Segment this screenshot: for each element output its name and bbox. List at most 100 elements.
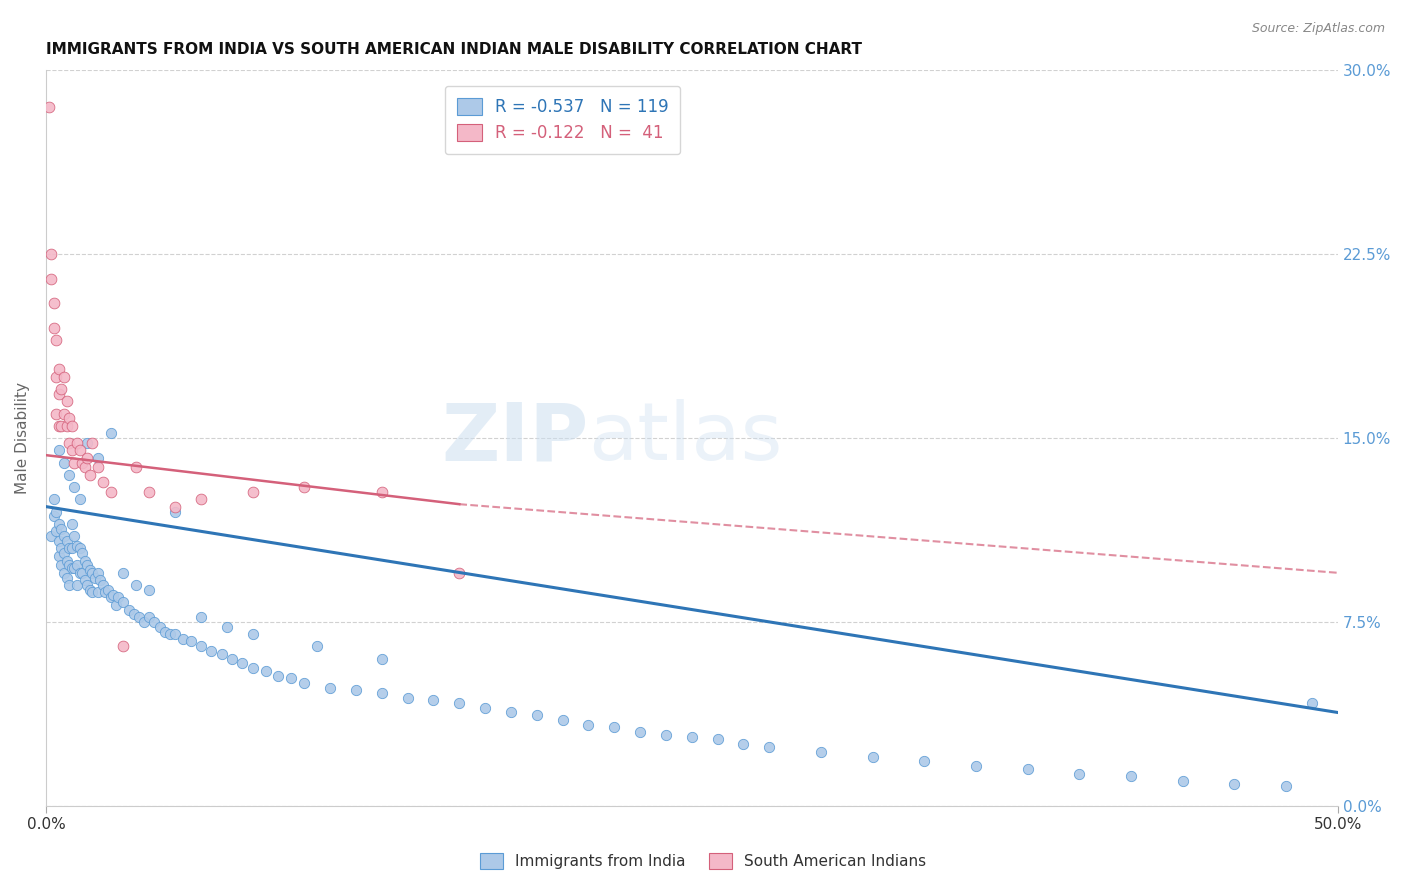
Point <box>499 706 522 720</box>
Point <box>100 591 122 605</box>
Point <box>122 607 145 622</box>
Point <box>89 573 111 587</box>
Point <box>138 610 160 624</box>
Point <box>58 467 80 482</box>
Legend: Immigrants from India, South American Indians: Immigrants from India, South American In… <box>474 847 932 875</box>
Point <box>66 436 89 450</box>
Point <box>396 690 419 705</box>
Point <box>84 571 107 585</box>
Point <box>221 651 243 665</box>
Point <box>628 725 651 739</box>
Point <box>307 640 329 654</box>
Point <box>1275 779 1298 793</box>
Point <box>681 730 703 744</box>
Point <box>292 480 315 494</box>
Point <box>38 100 60 114</box>
Point <box>551 713 574 727</box>
Point <box>100 426 122 441</box>
Point <box>53 546 76 560</box>
Point <box>58 578 80 592</box>
Point <box>53 566 76 580</box>
Point <box>66 578 89 592</box>
Point <box>42 320 65 334</box>
Point <box>242 661 264 675</box>
Point <box>706 732 728 747</box>
Point <box>48 533 70 548</box>
Point <box>149 620 172 634</box>
Point <box>180 634 202 648</box>
Point <box>51 418 73 433</box>
Point <box>48 362 70 376</box>
Point <box>107 591 129 605</box>
Point <box>48 418 70 433</box>
Text: Source: ZipAtlas.com: Source: ZipAtlas.com <box>1251 22 1385 36</box>
Point <box>733 737 755 751</box>
Point <box>449 566 471 580</box>
Point <box>965 759 987 773</box>
Point <box>112 566 135 580</box>
Point <box>70 456 93 470</box>
Point <box>242 627 264 641</box>
Text: atlas: atlas <box>589 399 783 477</box>
Point <box>63 561 86 575</box>
Point <box>60 443 83 458</box>
Point <box>51 558 73 573</box>
Point <box>112 640 135 654</box>
Point <box>66 558 89 573</box>
Point <box>60 418 83 433</box>
Point <box>143 615 166 629</box>
Point <box>69 492 91 507</box>
Point <box>53 369 76 384</box>
Point <box>526 707 548 722</box>
Point <box>39 271 62 285</box>
Point <box>42 492 65 507</box>
Point <box>117 602 139 616</box>
Point <box>215 620 238 634</box>
Point <box>449 696 471 710</box>
Point <box>125 460 148 475</box>
Point <box>60 561 83 575</box>
Point <box>45 333 67 347</box>
Point <box>45 504 67 518</box>
Point <box>100 484 122 499</box>
Point <box>63 529 86 543</box>
Point <box>51 522 73 536</box>
Point <box>862 749 884 764</box>
Point <box>55 533 77 548</box>
Point <box>82 436 104 450</box>
Point <box>603 720 626 734</box>
Point <box>912 755 935 769</box>
Point <box>190 610 212 624</box>
Point <box>91 475 114 489</box>
Point <box>63 480 86 494</box>
Point <box>55 418 77 433</box>
Point <box>79 467 101 482</box>
Point <box>200 644 222 658</box>
Point <box>69 443 91 458</box>
Point <box>254 664 277 678</box>
Point <box>371 651 394 665</box>
Point <box>39 247 62 261</box>
Point <box>70 566 93 580</box>
Point <box>58 436 80 450</box>
Point <box>165 627 187 641</box>
Point <box>45 524 67 538</box>
Point <box>138 582 160 597</box>
Point <box>344 683 367 698</box>
Point <box>1119 769 1142 783</box>
Point <box>82 566 104 580</box>
Point <box>48 387 70 401</box>
Point <box>60 516 83 531</box>
Point <box>73 573 96 587</box>
Point <box>45 407 67 421</box>
Point <box>1017 762 1039 776</box>
Point <box>82 585 104 599</box>
Point <box>1069 766 1091 780</box>
Point <box>76 450 98 465</box>
Point <box>125 578 148 592</box>
Point <box>267 669 290 683</box>
Point <box>60 541 83 556</box>
Point <box>66 539 89 553</box>
Point <box>1301 696 1323 710</box>
Y-axis label: Male Disability: Male Disability <box>15 382 30 494</box>
